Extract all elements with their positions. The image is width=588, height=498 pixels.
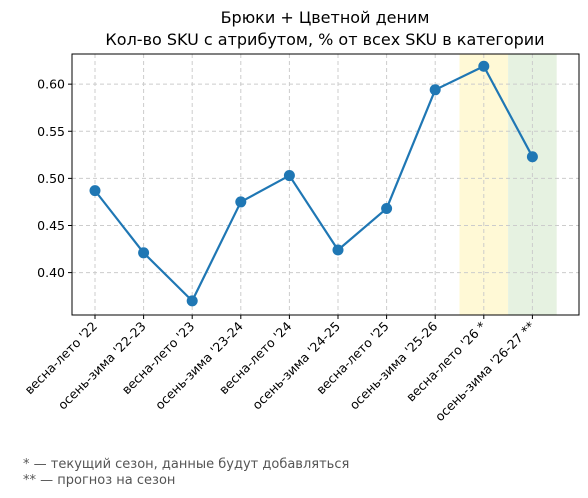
data-point [381,203,393,215]
series-line [94,65,534,302]
y-tick-label: 0.40 [37,265,65,280]
y-tick-label: 0.60 [37,77,65,92]
data-point [186,295,198,307]
data-point [332,244,344,256]
x-tick-label: осень-зима '22-23 [55,319,149,413]
y-tick-label: 0.45 [37,218,65,233]
x-tick-label: осень-зима '24-25 [249,319,343,413]
data-point [138,247,150,259]
data-point [526,151,538,163]
chart-subtitle: Кол-во SKU с атрибутом, % от всех SKU в … [105,30,544,49]
chart-title: Брюки + Цветной деним [221,8,430,27]
plot-area [71,53,580,316]
y-tick-label: 0.50 [37,171,65,186]
highlight-band [459,54,509,315]
data-point [283,170,295,182]
x-tick-label: осень-зима '25-26 [346,318,440,412]
x-tick-label: осень-зима '26-27 ** [432,319,538,425]
data-point [429,84,441,96]
data-point [478,60,490,72]
footnote-current-season: * — текущий сезон, данные будут добавлят… [23,457,350,472]
data-point [89,185,101,197]
y-tick-label: 0.55 [37,124,65,139]
x-tick-label: осень-зима '23-24 [152,318,246,412]
highlight-band [508,54,557,315]
data-point [235,196,247,208]
footnote-forecast: ** — прогноз на сезон [23,473,176,488]
